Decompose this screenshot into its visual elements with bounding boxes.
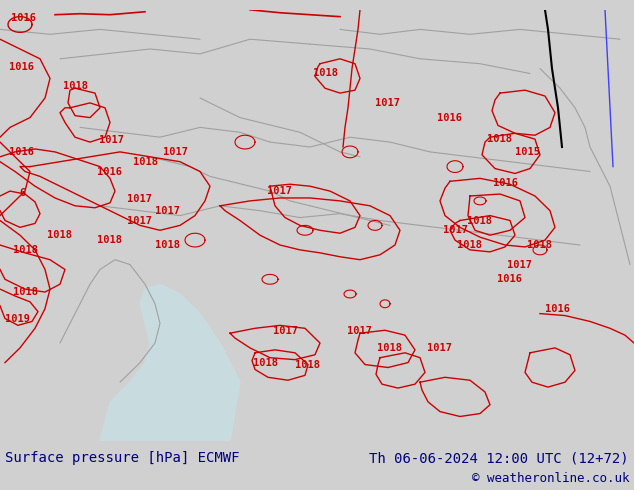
Text: 1018: 1018 [133, 157, 157, 167]
Text: 1016: 1016 [545, 304, 571, 314]
Text: 1017: 1017 [347, 326, 373, 336]
Text: 1018: 1018 [295, 360, 321, 369]
Text: 1016: 1016 [498, 274, 522, 284]
Text: 1016: 1016 [10, 62, 34, 72]
Text: 1018: 1018 [155, 240, 181, 250]
Text: Th 06-06-2024 12:00 UTC (12+72): Th 06-06-2024 12:00 UTC (12+72) [370, 451, 629, 465]
Text: 1018: 1018 [467, 216, 493, 225]
Text: 6: 6 [19, 188, 25, 198]
Text: 1017: 1017 [375, 98, 399, 108]
Text: 1018: 1018 [377, 343, 403, 353]
Text: 1016: 1016 [437, 113, 462, 122]
Text: 1018: 1018 [13, 287, 37, 297]
Text: 1018: 1018 [252, 358, 278, 368]
Text: 1017: 1017 [507, 260, 533, 270]
Text: 1018: 1018 [48, 230, 72, 240]
Text: 1017: 1017 [127, 194, 153, 204]
Text: 1017: 1017 [155, 206, 181, 216]
Text: 1017: 1017 [268, 186, 292, 196]
Text: Surface pressure [hPa] ECMWF: Surface pressure [hPa] ECMWF [5, 451, 240, 465]
Text: 1018: 1018 [458, 240, 482, 250]
Text: 1016: 1016 [493, 178, 517, 188]
Text: 1015: 1015 [515, 147, 540, 157]
Text: © weatheronline.co.uk: © weatheronline.co.uk [472, 471, 629, 485]
Text: 1018: 1018 [13, 245, 37, 255]
Text: 1019: 1019 [6, 314, 30, 323]
Text: 1017: 1017 [100, 135, 124, 145]
Text: 1018: 1018 [98, 235, 122, 245]
Text: 1018: 1018 [527, 240, 552, 250]
Text: 1017: 1017 [443, 225, 467, 235]
Text: 1017: 1017 [162, 147, 188, 157]
Text: 1016: 1016 [10, 147, 34, 157]
Text: 1017: 1017 [273, 326, 297, 336]
Text: 1018: 1018 [313, 69, 337, 78]
Text: 1018: 1018 [488, 134, 512, 144]
Text: 1017: 1017 [427, 343, 453, 353]
Text: 1017: 1017 [127, 216, 153, 225]
Text: 1016: 1016 [98, 167, 122, 176]
Text: 1016: 1016 [11, 13, 36, 23]
Polygon shape [100, 284, 240, 441]
Text: 1018: 1018 [63, 81, 87, 91]
